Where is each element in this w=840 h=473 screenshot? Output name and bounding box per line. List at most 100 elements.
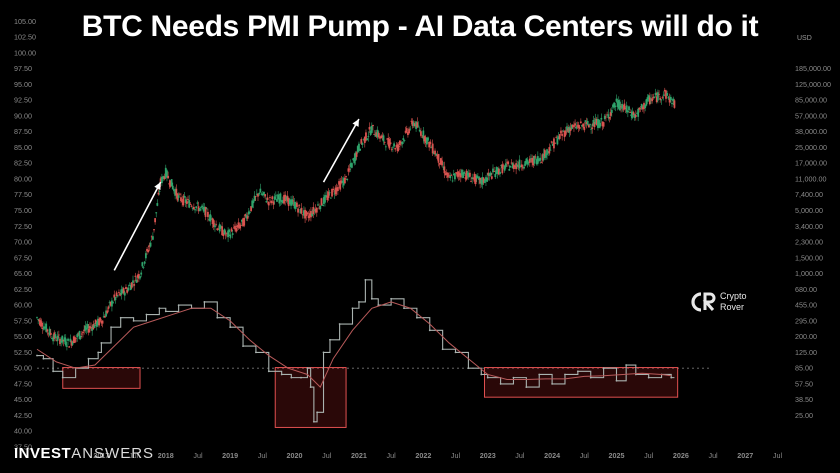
btc-candle-detail <box>85 327 88 330</box>
btc-candle-detail <box>133 284 136 286</box>
btc-candle <box>583 126 586 131</box>
btc-candle-detail <box>393 143 395 147</box>
btc-candle-detail <box>571 124 574 128</box>
btc-candle-detail <box>97 318 99 325</box>
left-tick-label: 105.00 <box>14 17 36 26</box>
btc-candle-detail <box>609 112 612 116</box>
pmi-point <box>309 386 312 388</box>
btc-candle-detail <box>208 219 210 221</box>
btc-candle-detail <box>176 193 179 201</box>
btc-candle-detail <box>129 285 132 291</box>
btc-candle-detail <box>471 177 474 180</box>
pmi-point <box>110 326 112 329</box>
btc-candle-detail <box>384 146 387 148</box>
btc-candle-detail <box>148 244 151 247</box>
btc-candle-detail <box>411 121 414 127</box>
btc-candle-detail <box>343 177 346 184</box>
btc-candle <box>319 205 322 210</box>
btc-candle-detail <box>522 167 524 169</box>
left-tick-label: 70.00 <box>14 238 32 247</box>
btc-candle <box>525 158 528 164</box>
btc-candle-detail <box>490 176 493 179</box>
btc-candle-detail <box>410 120 413 122</box>
btc-candle-detail <box>503 165 506 171</box>
btc-candle <box>242 218 244 227</box>
x-tick-label: 2021 <box>351 451 367 460</box>
btc-candle-detail <box>169 180 172 187</box>
btc-candle-detail <box>291 199 294 205</box>
btc-candle-detail <box>264 194 267 197</box>
pmi-point <box>467 367 470 370</box>
pmi-point <box>267 370 270 373</box>
btc-candle-detail <box>251 200 254 208</box>
btc-candle-detail <box>643 103 645 109</box>
btc-candle-detail <box>69 338 72 342</box>
btc-candle-detail <box>92 323 95 330</box>
pmi-layer <box>36 278 675 423</box>
btc-candle-detail <box>246 216 249 219</box>
btc-candle-detail <box>607 114 610 119</box>
btc-candle-detail <box>391 147 394 149</box>
btc-candle-detail <box>387 137 390 145</box>
btc-candle-detail <box>217 228 220 230</box>
btc-candle-detail <box>221 226 224 236</box>
btc-candle <box>280 200 283 203</box>
btc-candle-detail <box>669 96 672 101</box>
btc-candle-detail <box>238 224 241 229</box>
btc-candle-detail <box>489 172 492 176</box>
btc-candle-detail <box>245 215 248 219</box>
btc-candle-detail <box>265 201 268 203</box>
btc-candle-detail <box>178 193 181 195</box>
btc-candle-detail <box>538 158 540 161</box>
x-tick-label: 2023 <box>480 451 496 460</box>
left-tick-label: 62.50 <box>14 285 32 294</box>
btc-candle-detail <box>101 320 104 324</box>
rover-r-icon <box>702 292 716 311</box>
btc-candle-detail <box>527 161 530 163</box>
x-tick-label: Jul <box>708 451 718 460</box>
btc-candle-detail <box>659 98 662 100</box>
btc-candle-detail <box>562 130 565 132</box>
x-tick-label: Jul <box>580 451 590 460</box>
btc-candle-detail <box>655 96 658 103</box>
btc-candle-detail <box>540 161 543 163</box>
btc-candle-detail <box>507 161 510 165</box>
btc-candle-detail <box>237 222 240 228</box>
btc-candle-detail <box>417 125 420 127</box>
btc-candle-detail <box>74 337 76 343</box>
btc-candle-detail <box>584 120 587 122</box>
btc-candle-detail <box>472 177 475 179</box>
btc-candle-detail <box>457 171 460 177</box>
btc-candle-detail <box>40 321 43 327</box>
btc-candle-detail <box>44 326 46 328</box>
btc-candle-detail <box>668 98 671 103</box>
btc-candle-detail <box>576 125 579 127</box>
btc-candle-detail <box>424 137 427 143</box>
btc-candle-detail <box>180 197 182 202</box>
btc-candle <box>203 206 206 212</box>
btc-candle-detail <box>340 180 343 184</box>
btc-candle <box>164 167 167 178</box>
btc-candle <box>258 193 261 195</box>
btc-candle-detail <box>283 195 285 204</box>
btc-candle-detail <box>512 164 515 170</box>
btc-candle-detail <box>631 111 634 118</box>
right-tick-label: 1,000.00 <box>795 269 823 278</box>
btc-candle-detail <box>486 177 489 182</box>
btc-candle-detail <box>187 199 189 200</box>
x-tick-label: 2018 <box>158 451 174 460</box>
right-tick-label: 2,300.00 <box>795 238 823 247</box>
btc-candle <box>673 100 676 108</box>
btc-candle <box>541 154 544 161</box>
btc-candle-detail <box>445 172 448 174</box>
btc-candle-detail <box>456 172 459 177</box>
btc-candle-detail <box>128 284 131 286</box>
btc-candle-detail <box>354 152 357 161</box>
btc-candle-detail <box>648 97 651 105</box>
left-tick-label: 80.00 <box>14 174 32 183</box>
btc-candle-detail <box>409 128 412 130</box>
btc-candle-detail <box>112 302 114 304</box>
btc-candle-detail <box>307 215 310 219</box>
btc-candle-detail <box>436 154 439 159</box>
logo-line1: Crypto <box>720 291 747 301</box>
